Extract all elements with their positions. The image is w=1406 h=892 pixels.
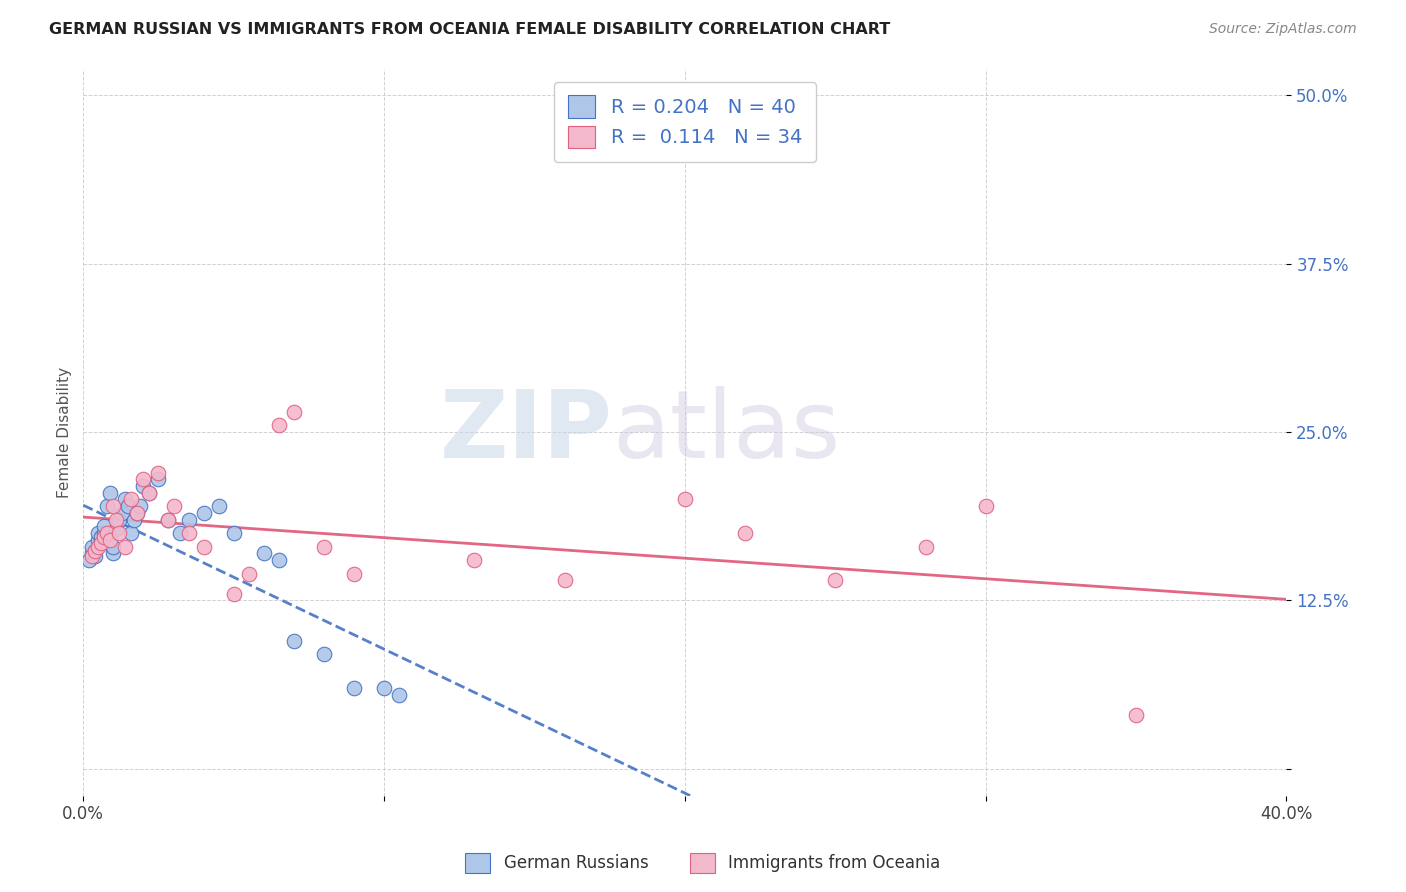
Point (312, 540, 335, 554)
Text: atlas: atlas (613, 386, 841, 478)
Point (108, 513, 131, 527)
Point (193, 540, 215, 554)
Point (169, 526, 191, 541)
Point (253, 546, 276, 560)
Point (132, 479, 155, 493)
Point (82, 546, 104, 560)
Point (105, 522, 128, 536)
Point (554, 574, 576, 588)
Point (124, 513, 146, 527)
Point (138, 485, 160, 500)
Point (84, 549, 107, 563)
Point (96, 526, 118, 541)
Point (148, 472, 170, 486)
Point (177, 526, 200, 541)
Point (156, 513, 179, 527)
Point (82, 549, 104, 563)
Point (93, 526, 115, 541)
Point (90, 530, 112, 544)
Point (82, 540, 104, 554)
Point (87, 526, 110, 541)
Point (734, 526, 756, 541)
Point (93, 530, 115, 544)
Point (388, 688, 411, 702)
Point (238, 566, 260, 581)
Point (103, 499, 125, 513)
Point (373, 681, 395, 695)
Point (103, 546, 125, 560)
Point (117, 499, 139, 513)
Point (120, 492, 142, 507)
Text: ZIP: ZIP (440, 386, 613, 478)
Y-axis label: Female Disability: Female Disability (58, 367, 72, 498)
Point (114, 492, 136, 507)
Point (90, 535, 112, 549)
Point (105, 513, 128, 527)
Text: GERMAN RUSSIAN VS IMMIGRANTS FROM OCEANIA FEMALE DISABILITY CORRELATION CHART: GERMAN RUSSIAN VS IMMIGRANTS FROM OCEANI… (49, 22, 890, 37)
Point (79, 553, 101, 567)
Point (127, 506, 149, 520)
Point (177, 513, 200, 527)
Point (87, 540, 110, 554)
Point (98, 485, 121, 500)
Point (312, 648, 335, 662)
Point (343, 566, 366, 581)
Point (463, 553, 485, 567)
Point (974, 499, 997, 513)
Point (673, 492, 696, 507)
Point (148, 466, 170, 480)
Point (96, 499, 118, 513)
Point (343, 681, 366, 695)
Point (914, 540, 936, 554)
Point (156, 513, 179, 527)
Point (162, 499, 184, 513)
Point (93, 519, 115, 533)
Legend: R = 0.204   N = 40, R =  0.114   N = 34: R = 0.204 N = 40, R = 0.114 N = 34 (554, 82, 815, 161)
Point (1125, 708, 1147, 723)
Point (84, 543, 107, 558)
Point (193, 506, 215, 520)
Point (132, 472, 155, 486)
Point (114, 540, 136, 554)
Legend: German Russians, Immigrants from Oceania: German Russians, Immigrants from Oceania (458, 847, 948, 880)
Point (824, 574, 846, 588)
Point (90, 535, 112, 549)
Point (138, 485, 160, 500)
Point (222, 587, 245, 601)
Point (111, 506, 134, 520)
Point (87, 533, 110, 547)
Point (222, 526, 245, 541)
Point (208, 499, 231, 513)
Point (127, 506, 149, 520)
Point (120, 526, 142, 541)
Point (129, 499, 152, 513)
Text: Source: ZipAtlas.com: Source: ZipAtlas.com (1209, 22, 1357, 37)
Point (267, 553, 290, 567)
Point (283, 405, 305, 419)
Point (267, 418, 290, 433)
Point (103, 540, 125, 554)
Point (283, 633, 305, 648)
Point (84, 543, 107, 558)
Point (98, 533, 121, 547)
Point (108, 526, 131, 541)
